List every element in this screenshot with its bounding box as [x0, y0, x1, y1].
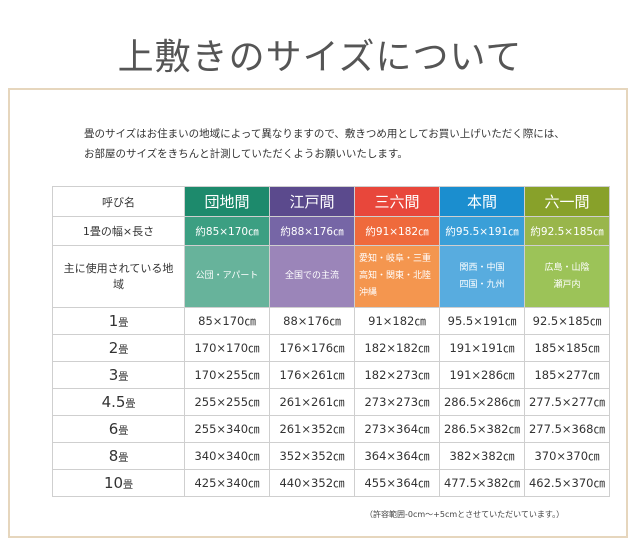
row-label: 1畳	[52, 307, 185, 335]
tatami-size: 約95.5×191㎝	[439, 216, 525, 246]
region-cell: 全国での主流	[269, 245, 355, 308]
size-cell: 477.5×382㎝	[439, 469, 525, 497]
mat-unit: 畳	[118, 318, 129, 329]
size-cell: 440×352㎝	[269, 469, 355, 497]
size-cell: 273×364㎝	[354, 415, 440, 443]
size-cell: 95.5×191㎝	[439, 307, 525, 335]
row-label: 6畳	[52, 415, 185, 443]
region-line: 広島・山陰	[544, 262, 590, 273]
tolerance-note: （許容範囲-0cm～+5cmとさせていただいています。）	[365, 510, 565, 519]
tatami-size: 約85×170㎝	[184, 216, 270, 246]
region-cell: 愛知・岐阜・三重 高知・関東・北陸 沖縄	[354, 245, 440, 308]
mat-unit: 畳	[118, 453, 129, 464]
row-label-size: 1畳の幅×長さ	[52, 216, 185, 246]
region-cell: 関西・中国四国・九州	[439, 245, 525, 308]
table-row: 1畳 85×170㎝ 88×176㎝ 91×182㎝ 95.5×191㎝ 92.5×185…	[52, 307, 610, 335]
tatami-size: 約88×176㎝	[269, 216, 355, 246]
size-cell: 191×191㎝	[439, 334, 525, 362]
size-cell: 182×182㎝	[354, 334, 440, 362]
region-line: 関西・中国	[459, 262, 505, 273]
mat-count: 2	[108, 339, 119, 357]
column-header: 本間	[439, 186, 525, 217]
size-cell: 176×261㎝	[269, 361, 355, 389]
region-cell: 公団・アパート	[184, 245, 270, 308]
row-label: 2畳	[52, 334, 185, 362]
tatami-size: 約91×182㎝	[354, 216, 440, 246]
mat-unit: 畳	[118, 426, 129, 437]
size-cell: 370×370㎝	[524, 442, 610, 470]
size-cell: 255×340㎝	[184, 415, 270, 443]
mat-count: 4.5	[101, 393, 126, 411]
region-line: 瀬戸内	[553, 279, 581, 290]
mat-count: 10	[103, 474, 124, 492]
region-line: 四国・九州	[459, 279, 505, 290]
intro-text: 畳のサイズはお住まいの地域によって異なりますので、敷きつめ用としてお買い上げいた…	[84, 124, 565, 164]
tatami-size-table: 呼び名 団地間 江戸間 三六間 本間 六一間 1畳の幅×長さ 約85×170㎝ 約88×1…	[52, 186, 610, 497]
region-line: 沖縄	[359, 288, 378, 298]
column-header: 団地間	[184, 186, 270, 217]
table-row: 2畳 170×170㎝ 176×176㎝ 182×182㎝ 191×191㎝ 185×18…	[52, 334, 610, 362]
column-header: 六一間	[524, 186, 610, 217]
size-cell: 286.5×286㎝	[439, 388, 525, 416]
table-row: 6畳 255×340㎝ 261×352㎝ 273×364㎝ 286.5×382㎝ 277.…	[52, 415, 610, 443]
size-cell: 352×352㎝	[269, 442, 355, 470]
size-cell: 382×382㎝	[439, 442, 525, 470]
intro-line: 畳のサイズはお住まいの地域によって異なりますので、敷きつめ用としてお買い上げいた…	[84, 128, 565, 140]
size-cell: 364×364㎝	[354, 442, 440, 470]
column-header: 江戸間	[269, 186, 355, 217]
mat-unit: 畳	[118, 345, 129, 356]
size-cell: 340×340㎝	[184, 442, 270, 470]
tatami-size: 約92.5×185㎝	[524, 216, 610, 246]
region-cell: 広島・山陰 瀬戸内	[524, 245, 610, 308]
size-cell: 170×255㎝	[184, 361, 270, 389]
size-cell: 273×273㎝	[354, 388, 440, 416]
mat-count: 1	[108, 312, 119, 330]
table-row: 3畳 170×255㎝ 176×261㎝ 182×273㎝ 191×286㎝ 185×27…	[52, 361, 610, 389]
size-cell: 255×255㎝	[184, 388, 270, 416]
row-label-region: 主に使用されている地域	[52, 245, 185, 308]
mat-count: 6	[108, 420, 119, 438]
size-cell: 182×273㎝	[354, 361, 440, 389]
table-row: 8畳 340×340㎝ 352×352㎝ 364×364㎝ 382×382㎝ 370×37…	[52, 442, 610, 470]
intro-line: お部屋のサイズをきちんと計測していただくようお願いいたします。	[84, 148, 408, 160]
size-cell: 92.5×185㎝	[524, 307, 610, 335]
row-label: 8畳	[52, 442, 185, 470]
size-cell: 286.5×382㎝	[439, 415, 525, 443]
size-cell: 91×182㎝	[354, 307, 440, 335]
size-cell: 261×352㎝	[269, 415, 355, 443]
mat-unit: 畳	[123, 480, 134, 491]
row-label: 4.5畳	[52, 388, 185, 416]
size-cell: 88×176㎝	[269, 307, 355, 335]
region-line: 愛知・岐阜・三重	[359, 254, 432, 264]
size-cell: 170×170㎝	[184, 334, 270, 362]
row-label: 3畳	[52, 361, 185, 389]
mat-count: 3	[108, 366, 119, 384]
size-cell: 191×286㎝	[439, 361, 525, 389]
region-line: 公団・アパート	[195, 271, 259, 281]
size-cell: 277.5×368㎝	[524, 415, 610, 443]
column-header: 三六間	[354, 186, 440, 217]
row-label-name: 呼び名	[52, 186, 185, 217]
region-line: 高知・関東・北陸	[359, 271, 432, 281]
size-cell: 185×185㎝	[524, 334, 610, 362]
mat-count: 8	[108, 447, 119, 465]
size-cell: 185×277㎝	[524, 361, 610, 389]
size-cell: 425×340㎝	[184, 469, 270, 497]
size-cell: 261×261㎝	[269, 388, 355, 416]
size-cell: 277.5×277㎝	[524, 388, 610, 416]
mat-unit: 畳	[118, 372, 129, 383]
table-row: 4.5畳 255×255㎝ 261×261㎝ 273×273㎝ 286.5×286㎝ 27…	[52, 388, 610, 416]
size-cell: 176×176㎝	[269, 334, 355, 362]
table-row: 10畳 425×340㎝ 440×352㎝ 455×364㎝ 477.5×382㎝ 462…	[52, 469, 610, 497]
mat-unit: 畳	[125, 399, 136, 410]
size-cell: 455×364㎝	[354, 469, 440, 497]
region-line: 全国での主流	[284, 271, 339, 281]
row-label: 10畳	[52, 469, 185, 497]
page-title: 上敷きのサイズについて	[117, 37, 523, 78]
size-cell: 462.5×370㎝	[524, 469, 610, 497]
size-cell: 85×170㎝	[184, 307, 270, 335]
